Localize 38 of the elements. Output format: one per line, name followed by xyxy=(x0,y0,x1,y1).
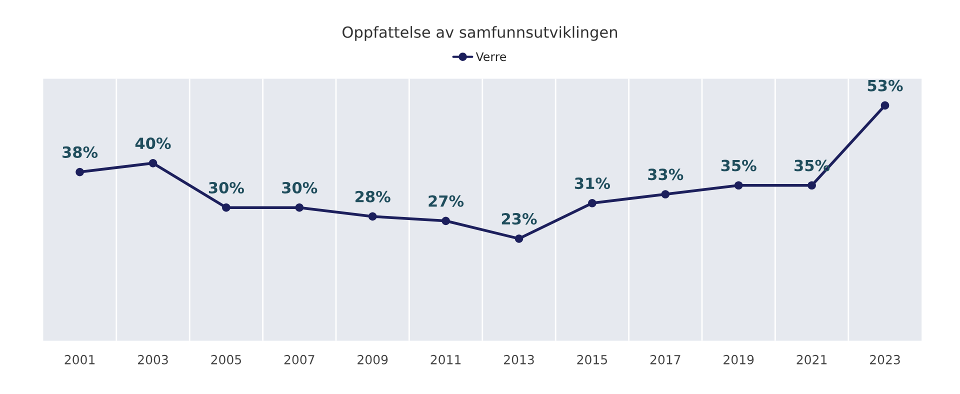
x-tick-label: 2011 xyxy=(430,354,461,364)
point xyxy=(588,198,596,208)
data-label: 30% xyxy=(282,182,318,194)
point xyxy=(734,181,743,190)
data-label: 38% xyxy=(62,146,98,158)
data-label: 53% xyxy=(868,80,903,92)
x-tick-label: 2023 xyxy=(870,354,900,364)
legend-label: Verre xyxy=(476,52,506,62)
x-tick-label: 2001 xyxy=(64,354,95,364)
point xyxy=(76,168,84,176)
point xyxy=(222,203,230,212)
data-label: 40% xyxy=(135,138,171,150)
data-label: 27% xyxy=(428,195,464,207)
x-tick-label: 2015 xyxy=(577,354,608,364)
x-tick-label: 2005 xyxy=(211,354,242,364)
data-label: 33% xyxy=(648,168,684,180)
data-label: 30% xyxy=(208,182,244,194)
x-tick-label: 2019 xyxy=(724,354,754,364)
data-label: 31% xyxy=(574,178,610,190)
x-tick-label: 2007 xyxy=(284,354,314,364)
data-label: 35% xyxy=(721,160,756,172)
point xyxy=(442,216,450,226)
point xyxy=(661,190,670,198)
data-label: 23% xyxy=(502,213,537,225)
x-tick-label: 2003 xyxy=(138,354,168,364)
data-label: 28% xyxy=(356,190,390,202)
point xyxy=(368,212,377,221)
point xyxy=(148,159,158,168)
x-tick-label: 2013 xyxy=(504,354,534,364)
point xyxy=(880,101,890,110)
point xyxy=(514,234,524,243)
x-tick-label: 2017 xyxy=(650,354,680,364)
chart-title: Oppfattelse av samfunnsutviklingen xyxy=(342,26,618,41)
point xyxy=(295,203,304,212)
point xyxy=(808,181,816,190)
x-tick-label: 2009 xyxy=(358,354,388,364)
x-tick-label: 2021 xyxy=(796,354,827,364)
data-label: 35% xyxy=(794,160,830,172)
